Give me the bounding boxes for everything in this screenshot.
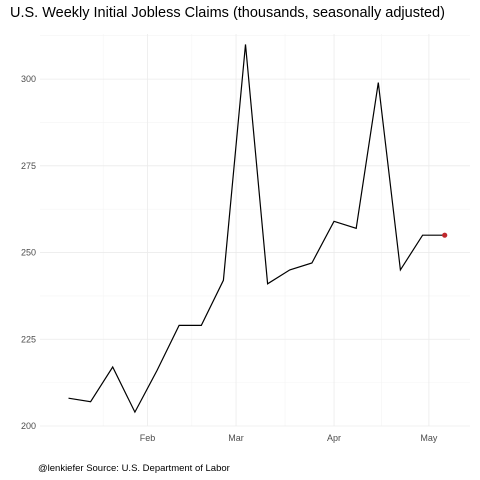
grid bbox=[40, 34, 470, 426]
y-tick-label: 275 bbox=[21, 161, 36, 171]
y-tick-label: 200 bbox=[21, 421, 36, 431]
last-data-point bbox=[442, 233, 447, 238]
chart-caption: @lenkiefer Source: U.S. Department of La… bbox=[38, 463, 230, 474]
x-axis: Feb Mar Apr May bbox=[140, 433, 438, 443]
y-tick-label: 225 bbox=[21, 334, 36, 344]
y-tick-label: 300 bbox=[21, 74, 36, 84]
y-axis: 200 225 250 275 300 bbox=[21, 74, 36, 431]
x-tick-label: Apr bbox=[327, 433, 341, 443]
x-tick-label: May bbox=[420, 433, 438, 443]
series-layer bbox=[68, 44, 447, 412]
x-tick-label: Mar bbox=[228, 433, 244, 443]
x-tick-label: Feb bbox=[140, 433, 156, 443]
y-tick-label: 250 bbox=[21, 248, 36, 258]
series-line bbox=[69, 44, 445, 412]
